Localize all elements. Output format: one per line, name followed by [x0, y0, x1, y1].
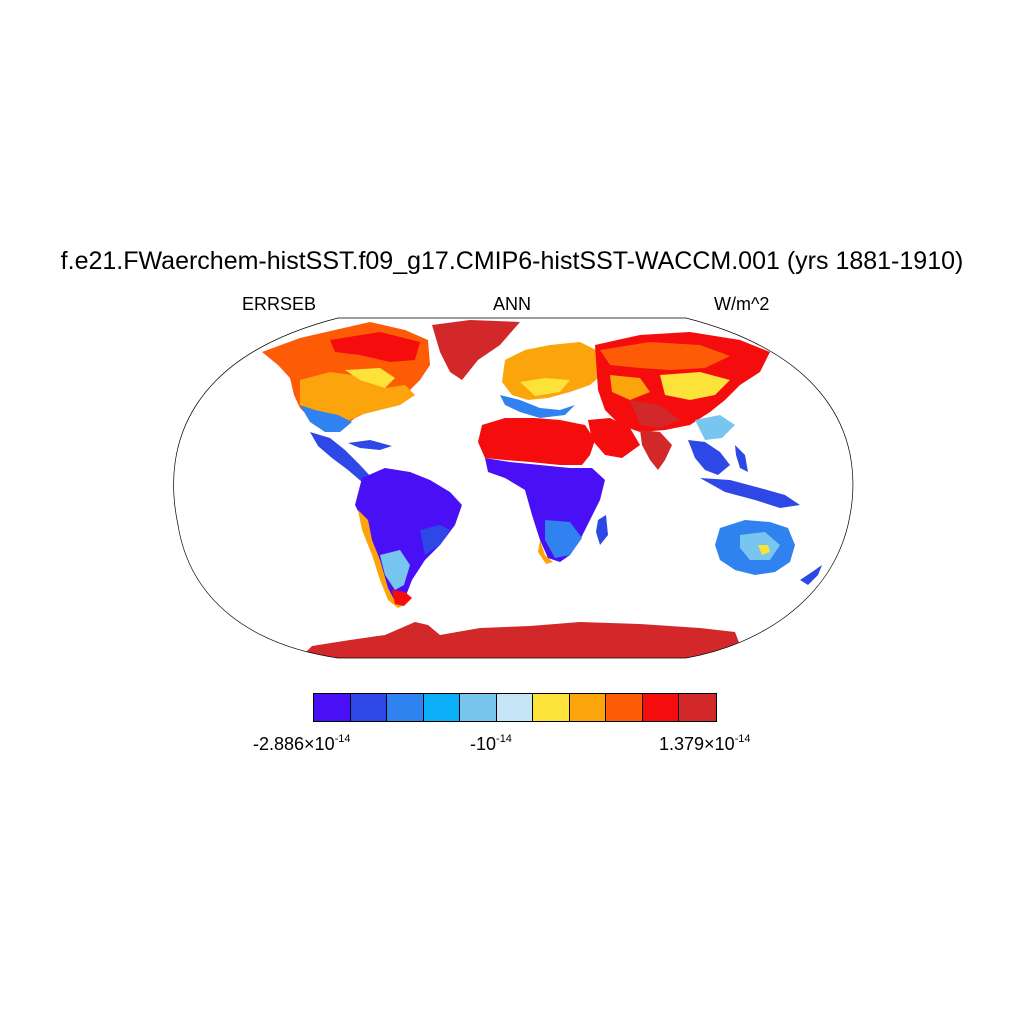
colorbar-label-min: -2.886×10-14 — [253, 733, 351, 755]
india — [640, 430, 672, 470]
units-label: W/m^2 — [714, 294, 770, 314]
variable-label: ERRSEB — [242, 294, 317, 314]
africa — [478, 418, 595, 465]
colorbar-box-1 — [350, 694, 387, 721]
plot-title: f.e21.FWaerchem-histSST.f09_g17.CMIP6-hi… — [60, 247, 964, 275]
colorbar-box-2 — [387, 694, 424, 721]
central-america — [310, 432, 372, 482]
season-label: ANN — [492, 294, 531, 314]
colorbar-label-max: 1.379×10-14 — [659, 733, 751, 755]
colorbar-box-0 — [314, 694, 351, 721]
colorbar-box-6 — [533, 694, 570, 721]
colorbar-box-9 — [642, 694, 679, 721]
colorbar-box-5 — [496, 694, 533, 721]
arabia — [588, 418, 640, 458]
new-zealand — [800, 565, 822, 585]
colorbar-box-10 — [679, 694, 716, 721]
colorbar-label-mid: -10-14 — [470, 733, 512, 755]
colorbar-box-3 — [423, 694, 460, 721]
colorbar-box-7 — [569, 694, 606, 721]
antarctica — [300, 622, 740, 658]
southeast-asia — [688, 440, 730, 475]
colorbar — [313, 693, 717, 722]
colorbar-box-8 — [606, 694, 643, 721]
colorbar-box-4 — [460, 694, 497, 721]
greenland — [432, 320, 520, 380]
globe-outline — [173, 317, 854, 659]
